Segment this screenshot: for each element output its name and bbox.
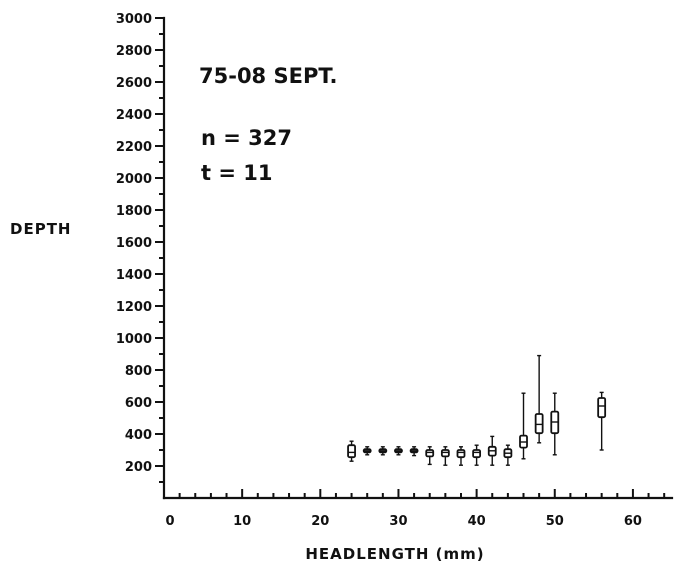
y-tick-label: 2800 — [116, 44, 152, 59]
y-tick-label: 2600 — [116, 76, 152, 91]
box-group — [378, 446, 388, 456]
y-tick-label: 2200 — [116, 140, 152, 155]
annotation-sample-size: n = 327 — [201, 126, 292, 150]
annotation-t-value: t = 11 — [201, 161, 272, 185]
y-tick-label: 2400 — [116, 108, 152, 123]
y-tick-label: 200 — [125, 460, 152, 475]
x-ticks: 0 10 20 30 40 50 60 — [165, 489, 666, 529]
box-group — [487, 435, 497, 466]
box-group — [550, 392, 560, 456]
y-tick-label: 600 — [125, 396, 152, 411]
box-group — [425, 446, 435, 466]
y-tick-label: 400 — [125, 428, 152, 443]
box-group — [347, 440, 356, 462]
box — [597, 397, 607, 419]
box — [456, 449, 466, 459]
y-tick-label: 800 — [125, 364, 152, 379]
box — [440, 449, 450, 458]
y-tick-label: 1200 — [116, 300, 152, 315]
x-tick-label: 30 — [389, 514, 407, 529]
annotation-dataset: 75-08 SEPT. — [199, 64, 337, 88]
box-group — [409, 446, 419, 457]
box-group — [440, 446, 450, 466]
x-axis-title: HEADLENGTH (mm) — [305, 545, 484, 563]
boxplot-series — [347, 354, 607, 466]
box-group — [519, 392, 528, 460]
box-group — [597, 391, 607, 451]
y-ticks: 200 400 600 800 1000 1200 1400 1600 1800 2000 2200… — [116, 12, 164, 483]
y-tick-label: 1400 — [116, 268, 152, 283]
box-group — [503, 444, 513, 466]
y-tick-label: 3000 — [116, 12, 152, 27]
box — [472, 449, 482, 459]
box-group — [394, 446, 403, 456]
y-axis-title: DEPTH — [10, 220, 71, 238]
box-group — [362, 446, 372, 456]
x-tick-label: 0 — [165, 514, 174, 529]
x-tick-label: 20 — [311, 514, 329, 529]
y-tick-label: 1600 — [116, 236, 152, 251]
x-tick-label: 60 — [624, 514, 642, 529]
box — [534, 413, 544, 435]
y-tick-label: 1000 — [116, 332, 152, 347]
y-tick-label: 1800 — [116, 204, 152, 219]
x-tick-label: 10 — [233, 514, 251, 529]
y-tick-label: 2000 — [116, 172, 152, 187]
x-tick-label: 50 — [546, 514, 564, 529]
box-group — [472, 444, 482, 466]
box-group — [534, 354, 544, 444]
x-tick-label: 40 — [468, 514, 486, 529]
box — [347, 444, 356, 459]
box — [425, 449, 435, 458]
box-group — [456, 446, 466, 466]
